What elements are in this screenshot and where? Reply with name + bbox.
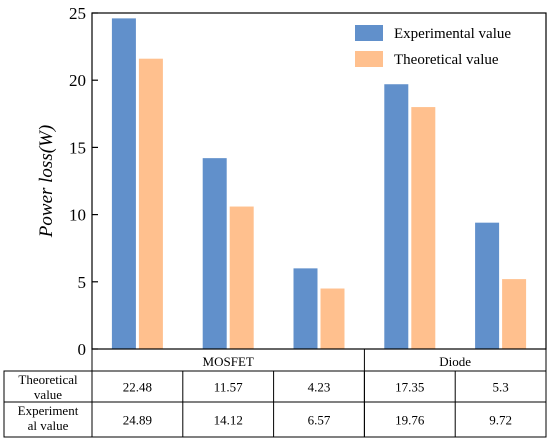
y-tick-label: 5 [78, 273, 87, 292]
y-tick-label: 25 [69, 4, 86, 23]
table-cell: 19.76 [395, 413, 425, 428]
table-cell: 11.57 [214, 380, 243, 395]
y-tick-label: 0 [78, 340, 87, 359]
legend-swatch-0 [355, 25, 383, 41]
table-cell: 17.35 [395, 380, 424, 395]
bar-experimental-2 [293, 268, 318, 349]
table-cell: 4.23 [308, 380, 331, 395]
table-cell: 9.72 [489, 413, 512, 428]
legend-label-1: Theoretical value [394, 52, 499, 68]
row-label: value [34, 387, 62, 402]
table-cell: 14.12 [214, 413, 243, 428]
legend-label-0: Experimental value [394, 26, 511, 42]
y-tick-label: 15 [69, 138, 86, 157]
bar-theoretical-2 [320, 288, 345, 349]
legend-swatch-1 [355, 51, 383, 67]
table-cell: 5.3 [492, 380, 508, 395]
group-label: MOSFET [203, 354, 254, 369]
bar-theoretical-1 [229, 206, 254, 349]
bar-experimental-0 [111, 18, 136, 349]
table-cell: 22.48 [123, 380, 152, 395]
group-label: Diode [439, 354, 471, 369]
bar-experimental-4 [475, 222, 500, 349]
row-label: Theoretical [18, 372, 78, 387]
bar-theoretical-3 [411, 107, 436, 349]
row-label: al value [28, 418, 69, 433]
y-tick-label: 10 [69, 206, 86, 225]
table-cell: 24.89 [123, 413, 152, 428]
bar-theoretical-4 [502, 279, 527, 349]
bar-theoretical-0 [138, 58, 163, 350]
bar-experimental-3 [384, 84, 409, 350]
table-frame [3, 370, 547, 438]
plot-frame [91, 12, 547, 350]
bar-experimental-1 [202, 158, 227, 349]
y-axis-title: Power loss(W) [36, 125, 57, 238]
row-label: Experiment [18, 403, 79, 418]
y-tick-label: 20 [69, 71, 86, 90]
table-cell: 6.57 [308, 413, 331, 428]
